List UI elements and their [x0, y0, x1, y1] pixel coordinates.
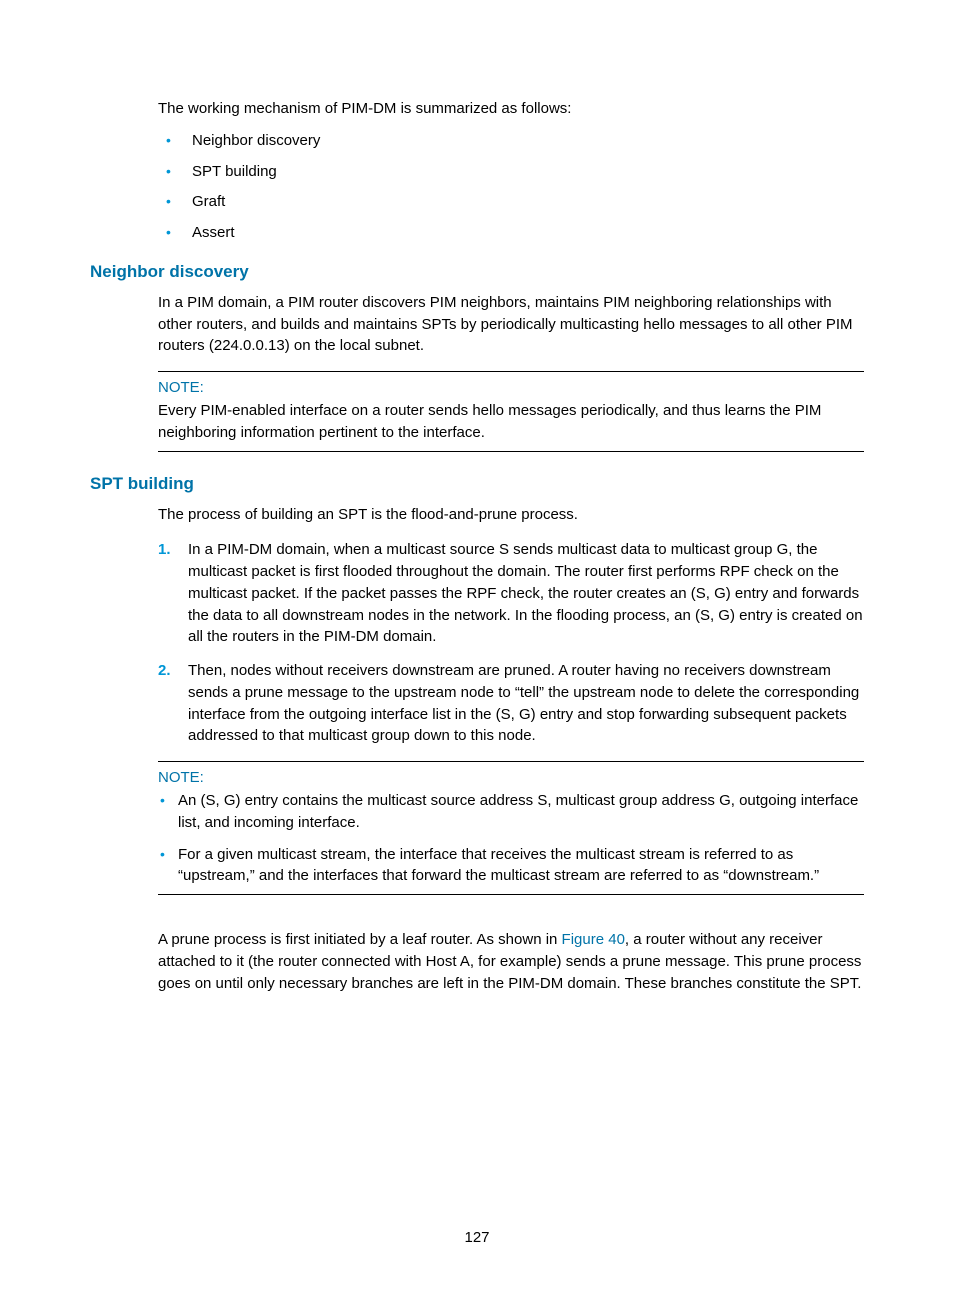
list-item: An (S, G) entry contains the multicast s… — [158, 790, 864, 834]
note-text: Every PIM-enabled interface on a router … — [158, 400, 864, 444]
numbered-list: 1. In a PIM-DM domain, when a multicast s… — [158, 539, 864, 747]
step-text: In a PIM-DM domain, when a multicast sou… — [188, 541, 863, 645]
closing-paragraph: A prune process is first initiated by a … — [158, 929, 864, 994]
step-text: Then, nodes without receivers downstream… — [188, 662, 859, 744]
page: The working mechanism of PIM-DM is summa… — [0, 0, 954, 1296]
list-item: Neighbor discovery — [158, 130, 864, 152]
intro-block: The working mechanism of PIM-DM is summa… — [158, 98, 864, 244]
list-item: Graft — [158, 191, 864, 213]
section-heading-spt-building: SPT building — [90, 474, 864, 494]
closing-text-before: A prune process is first initiated by a … — [158, 931, 562, 948]
intro-text: The working mechanism of PIM-DM is summa… — [158, 98, 864, 120]
note-bullet-list: An (S, G) entry contains the multicast s… — [158, 790, 864, 887]
section1-body: In a PIM domain, a PIM router discovers … — [158, 292, 864, 452]
section-heading-neighbor-discovery: Neighbor discovery — [90, 262, 864, 282]
section2-body: The process of building an SPT is the fl… — [158, 504, 864, 995]
step-number: 1. — [158, 539, 171, 561]
list-item: 2. Then, nodes without receivers downstre… — [158, 660, 864, 747]
section1-paragraph: In a PIM domain, a PIM router discovers … — [158, 292, 864, 357]
list-item: SPT building — [158, 161, 864, 183]
note-box: NOTE: Every PIM-enabled interface on a r… — [158, 371, 864, 452]
note-label: NOTE: — [158, 379, 864, 396]
list-item: 1. In a PIM-DM domain, when a multicast s… — [158, 539, 864, 648]
note-box: NOTE: An (S, G) entry contains the multi… — [158, 761, 864, 895]
list-item: For a given multicast stream, the interf… — [158, 844, 864, 888]
list-item: Assert — [158, 222, 864, 244]
intro-bullet-list: Neighbor discovery SPT building Graft As… — [158, 130, 864, 244]
page-number: 127 — [0, 1229, 954, 1246]
figure-link[interactable]: Figure 40 — [562, 931, 625, 948]
step-number: 2. — [158, 660, 171, 682]
section2-paragraph: The process of building an SPT is the fl… — [158, 504, 864, 526]
note-label: NOTE: — [158, 769, 864, 786]
